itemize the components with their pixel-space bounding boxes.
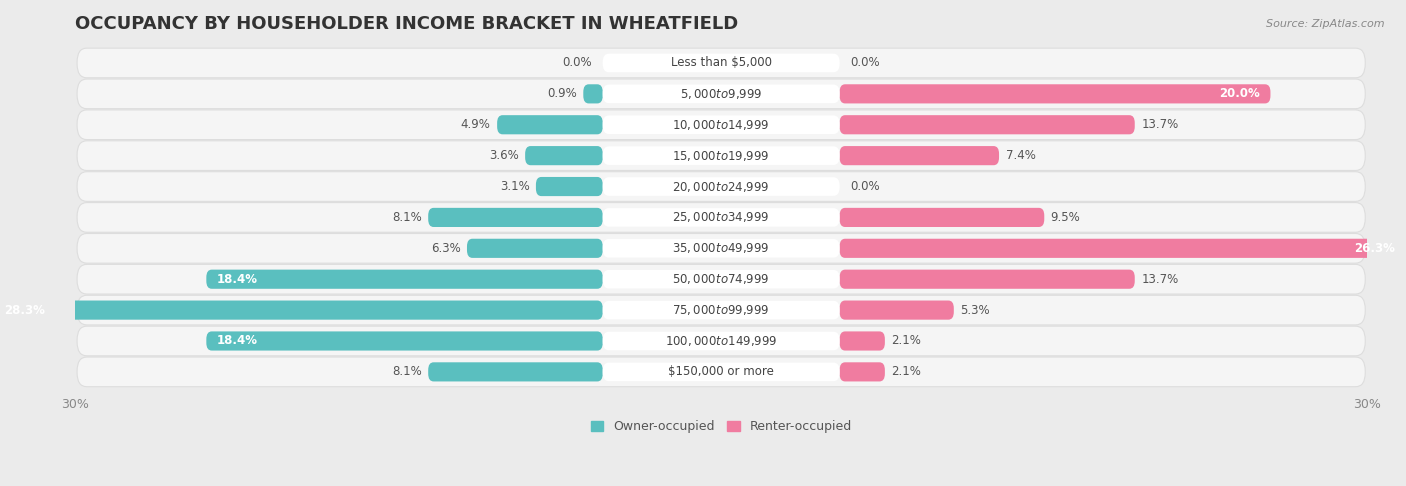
Text: $25,000 to $34,999: $25,000 to $34,999 (672, 210, 770, 225)
FancyBboxPatch shape (603, 146, 839, 165)
Text: $10,000 to $14,999: $10,000 to $14,999 (672, 118, 770, 132)
FancyBboxPatch shape (498, 115, 603, 134)
FancyBboxPatch shape (603, 208, 839, 226)
Text: 26.3%: 26.3% (1354, 242, 1395, 255)
FancyBboxPatch shape (77, 203, 1365, 232)
Text: OCCUPANCY BY HOUSEHOLDER INCOME BRACKET IN WHEATFIELD: OCCUPANCY BY HOUSEHOLDER INCOME BRACKET … (75, 15, 738, 33)
FancyBboxPatch shape (207, 331, 603, 350)
FancyBboxPatch shape (77, 326, 1365, 356)
FancyBboxPatch shape (77, 357, 1365, 387)
Text: 3.6%: 3.6% (489, 149, 519, 162)
Text: 2.1%: 2.1% (891, 365, 921, 379)
FancyBboxPatch shape (77, 48, 1365, 78)
Text: 4.9%: 4.9% (461, 118, 491, 131)
Text: 7.4%: 7.4% (1005, 149, 1035, 162)
Text: 0.0%: 0.0% (851, 56, 880, 69)
Text: $15,000 to $19,999: $15,000 to $19,999 (672, 149, 770, 163)
FancyBboxPatch shape (839, 331, 884, 350)
Text: 13.7%: 13.7% (1142, 118, 1178, 131)
FancyBboxPatch shape (603, 332, 839, 350)
Text: 18.4%: 18.4% (217, 273, 259, 286)
FancyBboxPatch shape (603, 53, 839, 72)
FancyBboxPatch shape (839, 146, 1000, 165)
Text: 0.9%: 0.9% (547, 87, 576, 101)
Text: $100,000 to $149,999: $100,000 to $149,999 (665, 334, 778, 348)
FancyBboxPatch shape (603, 270, 839, 289)
Text: $75,000 to $99,999: $75,000 to $99,999 (672, 303, 770, 317)
FancyBboxPatch shape (429, 208, 603, 227)
FancyBboxPatch shape (839, 300, 953, 320)
FancyBboxPatch shape (429, 362, 603, 382)
Text: 18.4%: 18.4% (217, 334, 259, 347)
Text: $20,000 to $24,999: $20,000 to $24,999 (672, 179, 770, 193)
FancyBboxPatch shape (603, 301, 839, 319)
FancyBboxPatch shape (77, 79, 1365, 109)
Text: 20.0%: 20.0% (1219, 87, 1260, 101)
Legend: Owner-occupied, Renter-occupied: Owner-occupied, Renter-occupied (585, 415, 856, 438)
Text: 5.3%: 5.3% (960, 304, 990, 316)
FancyBboxPatch shape (77, 110, 1365, 139)
FancyBboxPatch shape (603, 363, 839, 381)
FancyBboxPatch shape (839, 84, 1271, 104)
FancyBboxPatch shape (839, 208, 1045, 227)
Text: 6.3%: 6.3% (430, 242, 461, 255)
FancyBboxPatch shape (77, 172, 1365, 201)
Text: 8.1%: 8.1% (392, 365, 422, 379)
FancyBboxPatch shape (839, 270, 1135, 289)
Text: 9.5%: 9.5% (1050, 211, 1080, 224)
FancyBboxPatch shape (839, 115, 1135, 134)
FancyBboxPatch shape (0, 300, 603, 320)
FancyBboxPatch shape (536, 177, 603, 196)
Text: 3.1%: 3.1% (499, 180, 530, 193)
Text: 8.1%: 8.1% (392, 211, 422, 224)
Text: $35,000 to $49,999: $35,000 to $49,999 (672, 242, 770, 255)
Text: $5,000 to $9,999: $5,000 to $9,999 (681, 87, 762, 101)
Text: Less than $5,000: Less than $5,000 (671, 56, 772, 69)
Text: 0.0%: 0.0% (851, 180, 880, 193)
FancyBboxPatch shape (207, 270, 603, 289)
FancyBboxPatch shape (77, 295, 1365, 325)
FancyBboxPatch shape (524, 146, 603, 165)
FancyBboxPatch shape (467, 239, 603, 258)
Text: 28.3%: 28.3% (4, 304, 45, 316)
Text: $50,000 to $74,999: $50,000 to $74,999 (672, 272, 770, 286)
FancyBboxPatch shape (603, 239, 839, 258)
FancyBboxPatch shape (839, 239, 1406, 258)
FancyBboxPatch shape (603, 85, 839, 103)
FancyBboxPatch shape (603, 177, 839, 196)
FancyBboxPatch shape (583, 84, 603, 104)
FancyBboxPatch shape (77, 233, 1365, 263)
Text: 2.1%: 2.1% (891, 334, 921, 347)
Text: 13.7%: 13.7% (1142, 273, 1178, 286)
Text: 0.0%: 0.0% (562, 56, 592, 69)
FancyBboxPatch shape (77, 264, 1365, 294)
Text: $150,000 or more: $150,000 or more (668, 365, 775, 379)
Text: Source: ZipAtlas.com: Source: ZipAtlas.com (1267, 19, 1385, 30)
FancyBboxPatch shape (77, 141, 1365, 171)
FancyBboxPatch shape (839, 362, 884, 382)
FancyBboxPatch shape (603, 116, 839, 134)
